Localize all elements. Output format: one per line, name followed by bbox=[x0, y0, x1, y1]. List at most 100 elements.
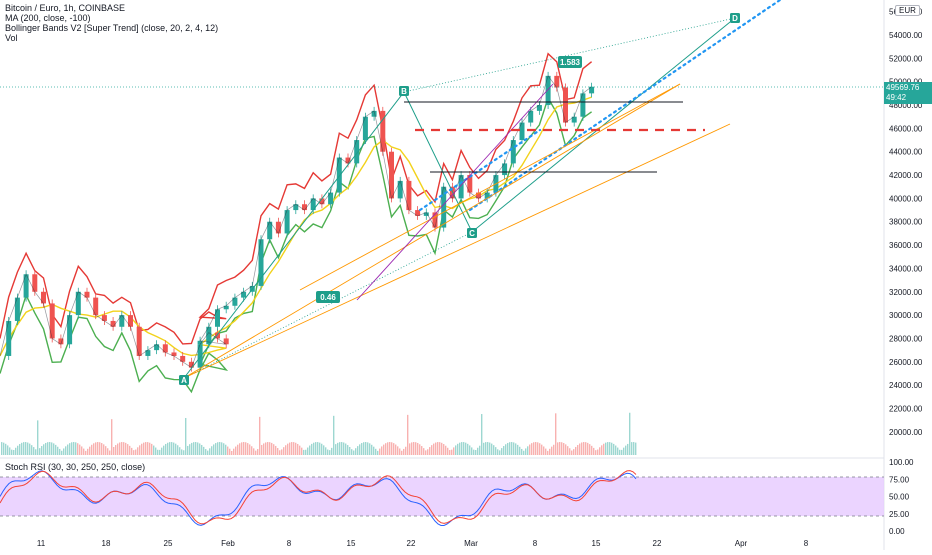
volume-bar bbox=[457, 443, 459, 455]
candle-body bbox=[423, 212, 429, 216]
chart-legend: Bitcoin / Euro, 1h, COINBASE MA (200, cl… bbox=[5, 3, 218, 43]
volume-bar bbox=[633, 442, 635, 455]
y-tick-label: 54000.00 bbox=[889, 31, 923, 40]
volume-bar bbox=[271, 442, 273, 455]
volume-bar bbox=[223, 443, 225, 455]
candle-body bbox=[206, 326, 212, 341]
candle-body bbox=[345, 157, 351, 164]
volume-bar bbox=[279, 450, 281, 455]
pattern-point-marker bbox=[467, 228, 477, 238]
volume-bar bbox=[367, 442, 369, 455]
volume-bar bbox=[201, 444, 203, 455]
volume-bar bbox=[209, 448, 211, 455]
volume-bar bbox=[247, 443, 249, 455]
stoch-rsi-label[interactable]: Stoch RSI (30, 30, 250, 250, close) bbox=[5, 462, 146, 472]
volume-bar bbox=[313, 442, 315, 455]
volume-indicator-label[interactable]: Vol bbox=[5, 33, 18, 43]
candle-body bbox=[580, 93, 586, 117]
volume-bar bbox=[295, 442, 297, 455]
volume-bar bbox=[273, 444, 275, 455]
volume-bar bbox=[607, 442, 609, 455]
pattern-point-label: B bbox=[401, 87, 407, 96]
volume-bar bbox=[391, 442, 393, 455]
volume-bar bbox=[491, 443, 493, 455]
volume-bar bbox=[87, 448, 89, 455]
pattern-point-marker bbox=[179, 375, 189, 385]
volume-bar bbox=[3, 442, 5, 455]
candle-body bbox=[241, 291, 247, 298]
volume-bar bbox=[581, 442, 583, 455]
volume-bar bbox=[267, 442, 269, 455]
volume-bar bbox=[605, 442, 607, 455]
volume-bar bbox=[567, 446, 569, 455]
volume-bar bbox=[175, 443, 177, 455]
volume-bar bbox=[433, 443, 435, 455]
volume-bar bbox=[79, 444, 81, 455]
volume-bar bbox=[171, 442, 173, 455]
ma-indicator-label[interactable]: MA (200, close, -100) bbox=[5, 13, 91, 23]
candle-body bbox=[432, 212, 438, 228]
fan-line bbox=[183, 83, 681, 379]
ratio-marker bbox=[558, 56, 582, 68]
volume-bar bbox=[243, 442, 245, 455]
bar-countdown: 49:42 bbox=[886, 93, 907, 102]
volume-bar bbox=[611, 442, 613, 455]
y-tick-label: 48000.00 bbox=[889, 101, 923, 110]
volume-bar bbox=[555, 413, 557, 455]
volume-bar bbox=[341, 442, 343, 455]
volume-bar bbox=[529, 444, 531, 455]
volume-bar bbox=[67, 444, 69, 455]
candle-body bbox=[119, 315, 125, 327]
volume-bar bbox=[265, 442, 267, 455]
candle-body bbox=[441, 186, 447, 228]
volume-bar bbox=[537, 442, 539, 455]
volume-bar bbox=[381, 446, 383, 455]
volume-bar bbox=[351, 449, 353, 455]
volume-bar bbox=[197, 442, 199, 455]
volume-bar bbox=[303, 449, 305, 455]
volume-bar bbox=[235, 446, 237, 455]
candle-body bbox=[397, 180, 403, 199]
volume-bar bbox=[255, 450, 257, 455]
volume-bar bbox=[153, 445, 155, 455]
volume-bar bbox=[259, 416, 261, 455]
volume-bar bbox=[141, 443, 143, 455]
volume-bar bbox=[65, 446, 67, 455]
y-tick-label: 32000.00 bbox=[889, 288, 923, 297]
volume-bar bbox=[405, 446, 407, 455]
volume-bar bbox=[349, 446, 351, 455]
volume-bar bbox=[521, 448, 523, 455]
volume-bar bbox=[339, 442, 341, 455]
x-tick-label: 11 bbox=[37, 539, 46, 548]
volume-bar bbox=[557, 442, 559, 455]
candle-body bbox=[362, 116, 368, 141]
volume-bar bbox=[131, 447, 133, 455]
volume-bar bbox=[325, 447, 327, 455]
volume-bar bbox=[453, 447, 455, 455]
symbol-title[interactable]: Bitcoin / Euro, 1h, COINBASE bbox=[5, 3, 126, 13]
candle-body bbox=[232, 297, 238, 306]
x-tick-label: 8 bbox=[533, 539, 538, 548]
volume-bar bbox=[71, 442, 73, 455]
volume-bar bbox=[97, 442, 99, 455]
volume-bar bbox=[281, 449, 283, 455]
volume-bar bbox=[119, 442, 121, 455]
volume-bar bbox=[143, 442, 145, 455]
volume-bar bbox=[221, 442, 223, 455]
volume-bar bbox=[159, 449, 161, 455]
volume-bar bbox=[407, 414, 409, 455]
candle-body bbox=[536, 105, 542, 111]
volume-bar bbox=[81, 446, 83, 455]
volume-bar bbox=[635, 442, 637, 455]
bb-indicator-label[interactable]: Bollinger Bands V2 [Super Trend] (close,… bbox=[5, 23, 219, 33]
volume-bar bbox=[617, 447, 619, 455]
volume-bar bbox=[461, 442, 463, 455]
candle-body bbox=[458, 175, 464, 199]
candle-body bbox=[589, 86, 595, 94]
volume-bar bbox=[587, 442, 589, 455]
ratio-label: 1.583 bbox=[560, 58, 581, 67]
currency-badge[interactable]: EUR bbox=[895, 5, 920, 16]
volume-bar bbox=[595, 450, 597, 455]
